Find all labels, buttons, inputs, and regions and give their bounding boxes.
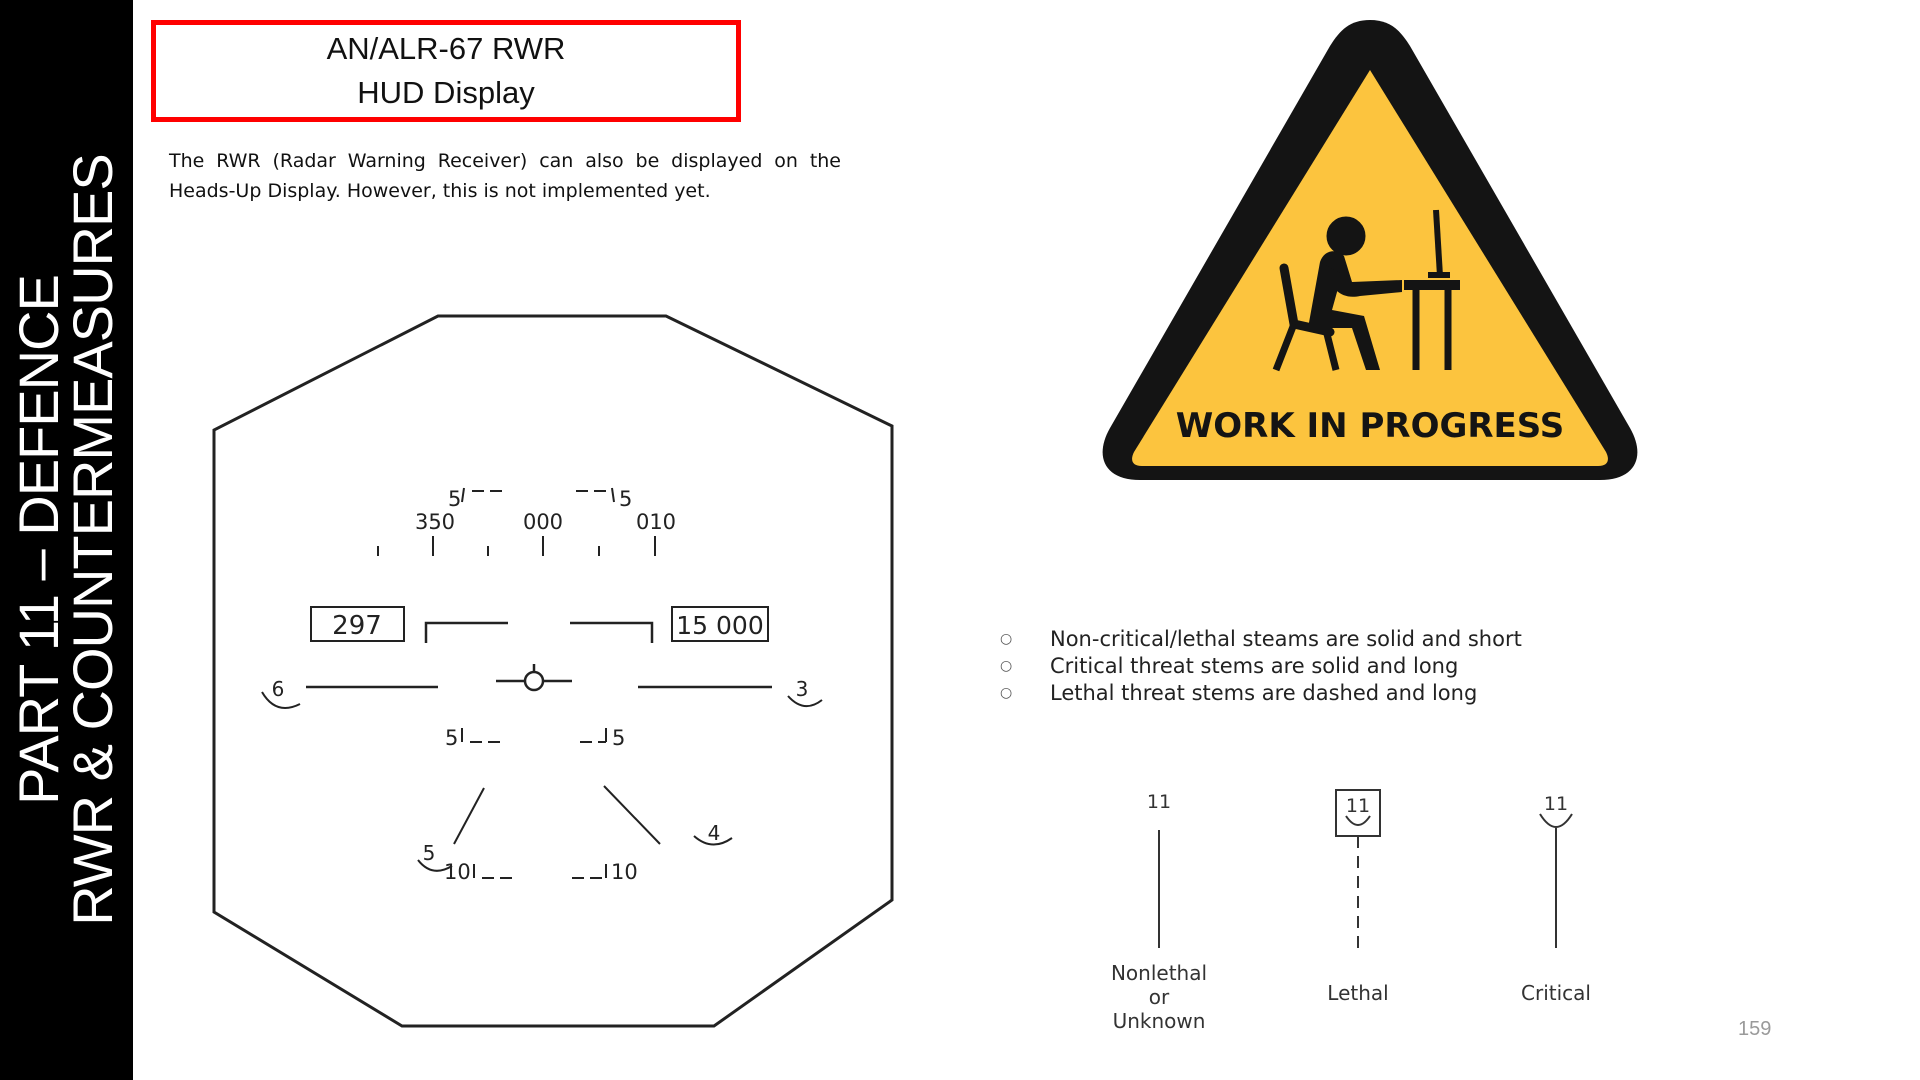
- page-title-box: AN/ALR-67 RWR HUD Display: [151, 20, 741, 122]
- section-title: PART 11 – DEFENCE RWR & COUNTERMEASURES: [7, 154, 124, 926]
- altitude-box: [671, 606, 769, 642]
- threat-arc: [417, 859, 453, 872]
- altitude-value: 15 000: [676, 611, 763, 640]
- stem-symbol: 11: [1346, 795, 1370, 817]
- hud-frame: [212, 314, 894, 1028]
- intro-paragraph: The RWR (Radar Warning Receiver) can als…: [169, 150, 841, 202]
- stem-caption: Lethal: [1327, 981, 1388, 1005]
- bracket-label: 5: [619, 487, 632, 511]
- section-title-line1: PART 11 – DEFENCE: [7, 275, 70, 805]
- bracket-label: 5: [612, 726, 625, 750]
- bullet-circle-icon: ○: [1000, 631, 1013, 647]
- warning-triangle-inner: [1132, 70, 1608, 466]
- bullet-circle-icon: ○: [1000, 685, 1013, 701]
- stem-rules-list: ○ Non-critical/lethal steams are solid an…: [1000, 626, 1522, 707]
- threat-label: 4: [708, 821, 721, 845]
- threat-label: 6: [272, 677, 285, 701]
- page-title-line1: AN/ALR-67 RWR: [326, 31, 566, 66]
- section-title-line2: RWR & COUNTERMEASURES: [61, 154, 124, 926]
- heading-label: 350: [415, 510, 455, 534]
- bracket-label: 10: [444, 860, 471, 884]
- heading-label: 000: [523, 510, 563, 534]
- heading-label: 010: [636, 510, 676, 534]
- worker-at-desk-icon: [1272, 209, 1460, 372]
- stem-caption: Nonlethal: [1111, 961, 1207, 985]
- airspeed-value: 297: [332, 611, 382, 641]
- stem-caption: Critical: [1521, 981, 1591, 1005]
- stem-arc: [1539, 813, 1573, 828]
- list-item: ○ Non-critical/lethal steams are solid an…: [1000, 626, 1522, 653]
- bullet-circle-icon: ○: [1000, 658, 1013, 674]
- airspeed-box: [310, 606, 405, 642]
- flight-path-marker: [496, 664, 572, 692]
- threat-arc: [693, 835, 733, 846]
- stem-caption: or: [1149, 985, 1170, 1009]
- page-number: 159: [1738, 1018, 1772, 1040]
- threat-arc: [787, 695, 823, 707]
- stem-symbol: 11: [1544, 793, 1568, 815]
- heading-tape: [377, 536, 656, 556]
- stem-arc: [1345, 815, 1371, 826]
- list-item: ○ Lethal threat stems are dashed and long: [1000, 680, 1522, 707]
- threat-label: 3: [796, 677, 809, 701]
- list-item: ○ Critical threat stems are solid and lon…: [1000, 653, 1522, 680]
- work-in-progress-sign: WORK IN PROGRESS: [1102, 20, 1638, 480]
- threat-line: [603, 785, 661, 845]
- threat-label: 5: [423, 841, 436, 865]
- threat-stem-examples: 11 Nonlethal or Unknown 11 Lethal 11 Cri…: [1111, 789, 1591, 1033]
- bracket-label: 10: [611, 860, 638, 884]
- list-item-text: Critical threat stems are solid and long: [1050, 654, 1459, 678]
- bracket-label: 5: [445, 726, 458, 750]
- stem-caption: Unknown: [1113, 1009, 1206, 1033]
- pitch-ladder: [306, 621, 772, 689]
- threat-arc: [261, 691, 301, 709]
- stem-symbol: 11: [1147, 791, 1171, 813]
- list-item-text: Lethal threat stems are dashed and long: [1050, 681, 1478, 705]
- sidebar: PART 11 – DEFENCE RWR & COUNTERMEASURES: [0, 0, 133, 1080]
- bracket-label: 5: [448, 487, 461, 511]
- list-item-text: Non-critical/lethal steams are solid and…: [1050, 627, 1522, 651]
- page-title-line2: HUD Display: [357, 75, 535, 110]
- hud-diagram: 350 000 010 5 5 297 15 000 6 3: [212, 314, 894, 1028]
- threat-line: [453, 787, 485, 845]
- work-in-progress-label: WORK IN PROGRESS: [1176, 406, 1564, 446]
